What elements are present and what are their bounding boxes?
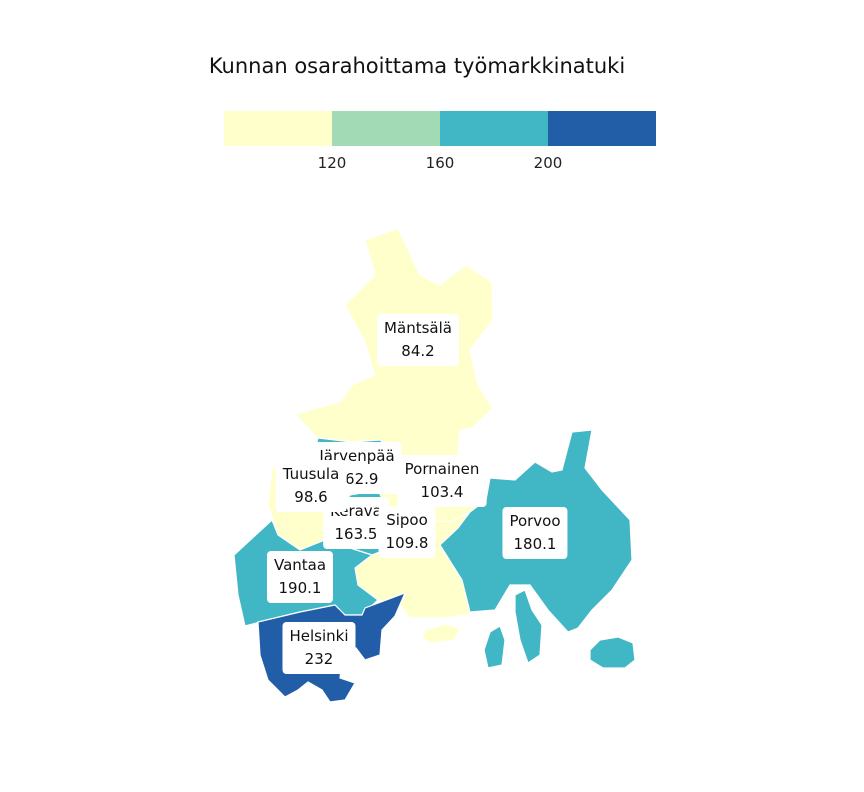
label-helsinki: Helsinki 232 <box>282 622 356 674</box>
legend-swatch-2 <box>332 111 440 146</box>
label-porvoo: Porvoo 180.1 <box>502 507 568 559</box>
legend-tick-120: 120 <box>317 154 347 172</box>
island-sipoo <box>421 623 461 644</box>
label-vantaa: Vantaa 190.1 <box>266 551 334 603</box>
label-porvoo-name: Porvoo <box>509 512 561 530</box>
legend-tick-160: 160 <box>425 154 455 172</box>
label-helsinki-value: 232 <box>304 650 334 668</box>
label-vantaa-value: 190.1 <box>278 579 322 597</box>
island-porvoo-2 <box>514 589 543 664</box>
label-vantaa-name: Vantaa <box>273 556 327 574</box>
map-title: Kunnan osarahoittama työmarkkinatuki <box>208 54 626 78</box>
label-helsinki-name: Helsinki <box>289 627 349 645</box>
label-tuusula-value: 98.6 <box>294 488 328 506</box>
label-porvoo-value: 180.1 <box>513 535 557 553</box>
label-mantsala: Mäntsälä 84.2 <box>377 314 459 366</box>
label-mantsala-name: Mäntsälä <box>384 319 452 337</box>
label-sipoo-name: Sipoo <box>386 511 428 529</box>
island-porvoo-3 <box>589 636 636 669</box>
legend-swatch-4 <box>548 111 656 146</box>
label-mantsala-value: 84.2 <box>401 342 435 360</box>
label-tuusula: Tuusula 98.6 <box>275 460 347 512</box>
label-pornainen-value: 103.4 <box>420 483 464 501</box>
label-pornainen-name: Pornainen <box>404 460 480 478</box>
label-tuusula-name: Tuusula <box>282 465 340 483</box>
label-pornainen: Pornainen 103.4 <box>397 455 487 507</box>
label-kerava-value: 163.5 <box>334 525 378 543</box>
legend-color-scale <box>224 111 656 146</box>
legend-swatch-3 <box>440 111 548 146</box>
island-porvoo-1 <box>483 625 506 669</box>
legend-tick-200: 200 <box>533 154 563 172</box>
label-sipoo-value: 109.8 <box>385 534 429 552</box>
label-sipoo: Sipoo 109.8 <box>378 506 436 558</box>
legend-swatch-1 <box>224 111 332 146</box>
